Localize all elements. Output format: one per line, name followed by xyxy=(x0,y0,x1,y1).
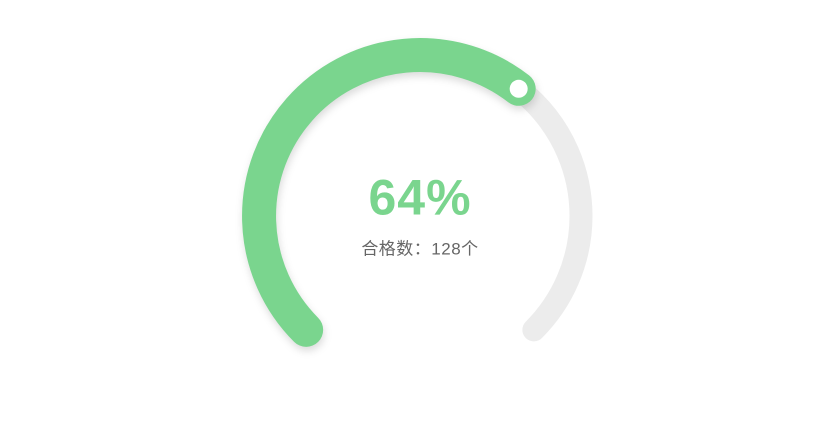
gauge-progress-arc xyxy=(242,38,536,347)
gauge-pointer-dot-icon xyxy=(509,79,528,98)
